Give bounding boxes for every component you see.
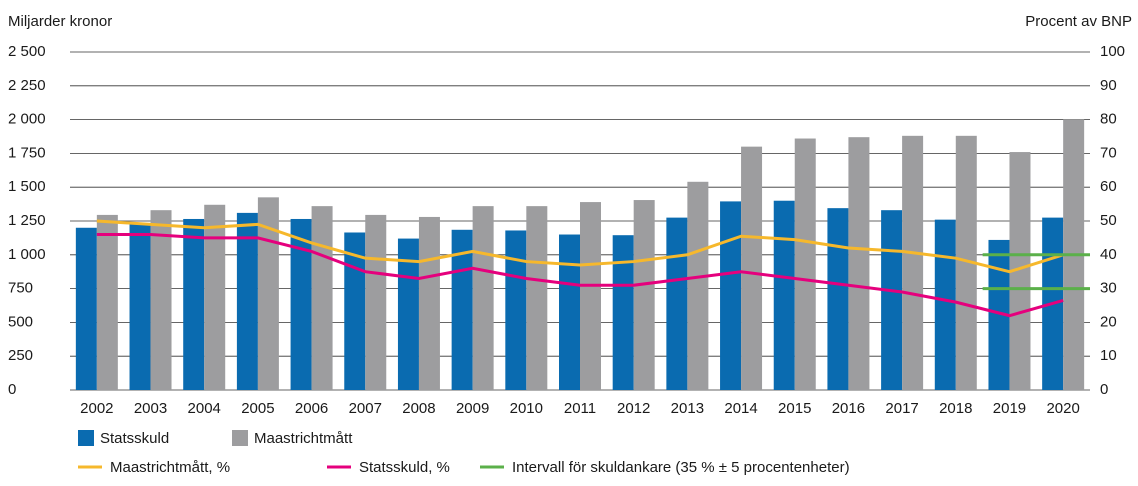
x-tick-label: 2002 — [80, 400, 113, 417]
y-tick-label: 2 250 — [8, 77, 46, 94]
bar — [988, 239, 1010, 390]
y-tick-label: 1 250 — [8, 212, 46, 229]
bar — [129, 223, 151, 390]
bar — [934, 219, 956, 390]
bar — [311, 206, 333, 390]
legend-label: Intervall för skuldankare (35 % ± 5 proc… — [512, 459, 850, 476]
bar — [720, 201, 742, 390]
bar — [236, 212, 258, 390]
x-tick-label: 2014 — [724, 400, 757, 417]
bar — [612, 235, 634, 390]
legend-swatch — [232, 430, 248, 446]
y-tick-label: 250 — [8, 347, 33, 364]
x-tick-label: 2008 — [402, 400, 435, 417]
line — [96, 219, 1064, 274]
y2-tick-label: 60 — [1100, 178, 1117, 195]
x-tick-label: 2016 — [832, 400, 865, 417]
x-tick-label: 2004 — [188, 400, 221, 417]
y2-tick-label: 70 — [1100, 144, 1117, 161]
bar — [290, 218, 312, 390]
bar — [472, 206, 494, 390]
bar — [580, 202, 601, 390]
y2-axis-label: Procent av BNP — [1025, 13, 1132, 30]
x-tick-label: 2009 — [456, 400, 489, 417]
y2-tick-label: 90 — [1100, 77, 1117, 94]
bar — [365, 214, 387, 390]
bar — [505, 230, 527, 390]
y-tick-label: 500 — [8, 313, 33, 330]
y2-tick-label: 10 — [1100, 347, 1117, 364]
x-tick-label: 2005 — [241, 400, 274, 417]
bar — [418, 216, 440, 390]
y2-tick-label: 100 — [1100, 43, 1125, 60]
bar — [955, 135, 977, 390]
y-tick-label: 2 500 — [8, 43, 46, 60]
y2-tick-label: 50 — [1100, 212, 1117, 229]
bar — [687, 181, 709, 390]
y-tick-label: 1 000 — [8, 246, 46, 263]
y-tick-label: 1 500 — [8, 178, 46, 195]
y2-tick-label: 40 — [1100, 246, 1117, 263]
bar — [827, 208, 849, 390]
bar — [150, 210, 172, 390]
bar — [741, 146, 763, 390]
y-tick-label: 1 750 — [8, 144, 46, 161]
x-tick-label: 2011 — [564, 400, 596, 417]
x-tick-label: 2012 — [617, 400, 650, 417]
y2-tick-label: 30 — [1100, 280, 1117, 297]
bar — [1009, 152, 1031, 390]
y-tick-label: 0 — [8, 381, 16, 398]
x-tick-label: 2003 — [134, 400, 167, 417]
y-tick-label: 750 — [8, 280, 33, 297]
x-tick-label: 2010 — [510, 400, 543, 417]
bar — [773, 200, 795, 390]
y2-tick-label: 80 — [1100, 111, 1117, 128]
bar — [559, 234, 580, 390]
bar — [848, 137, 870, 390]
legend-label: Statsskuld — [100, 430, 169, 447]
x-tick-label: 2007 — [349, 400, 382, 417]
x-tick-label: 2017 — [885, 400, 918, 417]
x-tick-label: 2018 — [939, 400, 972, 417]
x-tick-label: 2006 — [295, 400, 328, 417]
y-axis-label: Miljarder kronor — [8, 13, 112, 30]
bar — [902, 135, 924, 390]
bar — [257, 197, 279, 390]
x-tick-label: 2013 — [671, 400, 704, 417]
bar — [96, 214, 118, 390]
x-tick-label: 2020 — [1046, 400, 1079, 417]
legend-label: Statsskuld, % — [359, 459, 450, 476]
legend-swatch — [78, 430, 94, 446]
y2-tick-label: 0 — [1100, 381, 1108, 398]
bar — [183, 218, 205, 390]
legend-label: Maastrichtmått — [254, 430, 353, 447]
bar — [526, 206, 548, 390]
y-tick-label: 2 000 — [8, 111, 46, 128]
bar — [794, 138, 816, 390]
bar — [204, 204, 226, 390]
x-tick-label: 2015 — [778, 400, 811, 417]
line — [96, 233, 1064, 318]
bar — [344, 232, 366, 390]
legend-label: Maastrichtmått, % — [110, 459, 230, 476]
bar — [633, 200, 655, 390]
x-tick-label: 2019 — [993, 400, 1026, 417]
bar — [881, 210, 903, 390]
bar — [666, 217, 688, 390]
y2-tick-label: 20 — [1100, 313, 1117, 330]
bar — [75, 227, 97, 390]
